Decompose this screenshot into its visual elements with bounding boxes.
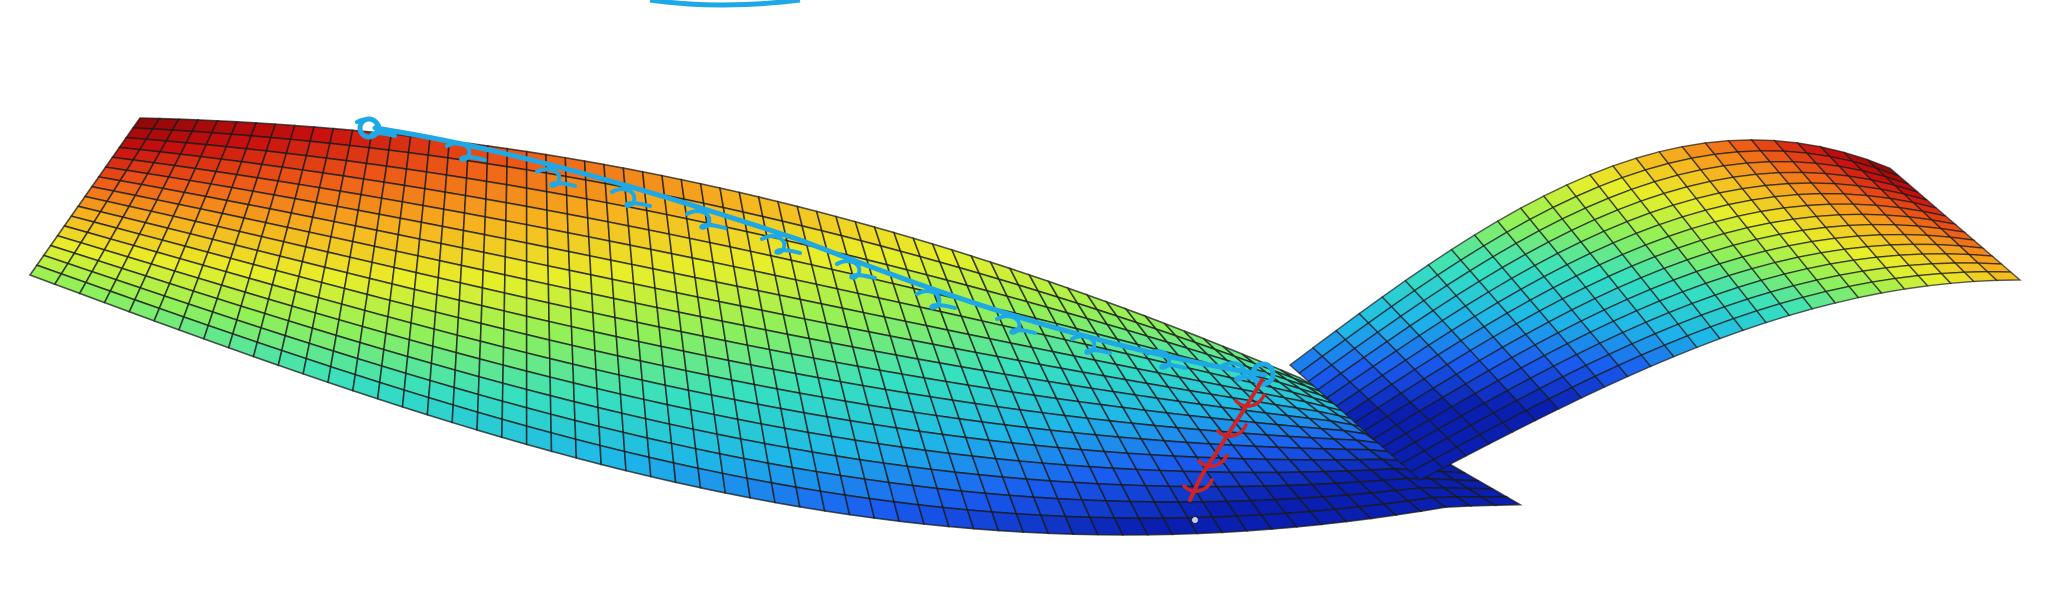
mesh-cell [1985,271,2022,282]
marker-dot [1192,517,1198,523]
trajectory-loop-blue [1220,361,1262,382]
trajectory-paths [355,116,1276,523]
trajectory-loop-red [1234,393,1266,408]
trajectory-loop-red [1216,423,1248,438]
trajectory-line-blue [372,125,1268,378]
trajectory-loop-blue [1145,349,1187,370]
top-arc-fragment [649,0,801,8]
trajectory-loop-blue [915,289,957,310]
trajectory-loop-blue [1070,334,1112,355]
trajectory-loop-blue [835,259,877,280]
trajectory-line-red [1188,378,1264,502]
trajectory-loop-blue [995,314,1037,335]
trajectory-loop-blue [445,141,487,162]
trajectory-start-marker [357,116,381,140]
surface-mesh-right [1288,139,2022,481]
trajectory-loop-blue [610,187,652,208]
trajectory-loop-blue [760,234,802,255]
trajectory-end-marker [1250,361,1276,387]
surface-mesh-main [28,117,1523,536]
trajectory-loop-blue [535,167,577,188]
trajectory-loop-red [1197,453,1229,468]
trajectory-loop-red [1182,478,1214,493]
mesh-cell [1479,495,1523,507]
trajectory-loop-blue [685,209,727,230]
